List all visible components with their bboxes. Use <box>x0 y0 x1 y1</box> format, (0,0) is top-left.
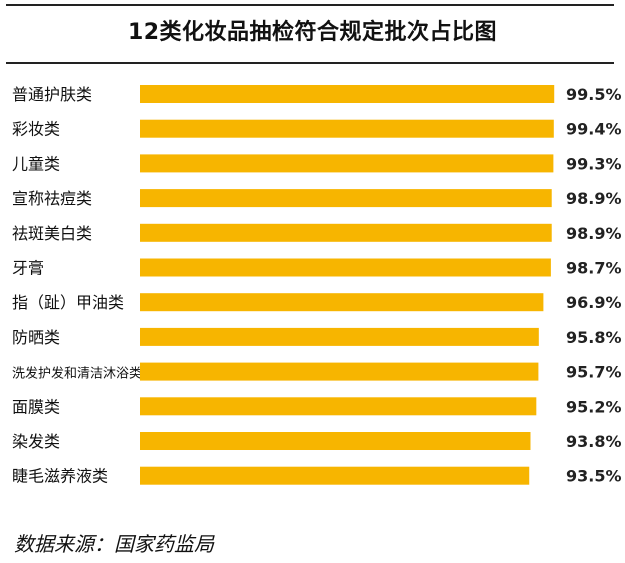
value-label: 93.8% <box>566 432 622 451</box>
value-label: 99.5% <box>566 85 622 104</box>
chart-title: 12类化妆品抽检符合规定批次占比图 <box>127 20 498 45</box>
category-label: 祛斑美白类 <box>12 224 92 243</box>
bar <box>140 293 544 312</box>
bar <box>140 85 555 103</box>
value-label: 99.3% <box>566 154 622 173</box>
bar <box>140 397 537 416</box>
bar <box>140 189 552 208</box>
value-label: 99.4% <box>566 120 622 139</box>
category-label: 防晒类 <box>12 328 60 347</box>
value-label: 98.9% <box>566 189 622 208</box>
category-label: 宣称祛痘类 <box>12 189 92 208</box>
value-label: 95.8% <box>566 328 622 347</box>
value-label: 96.9% <box>566 293 622 312</box>
bar <box>140 258 551 277</box>
title-divider <box>6 62 614 64</box>
bar <box>140 154 554 173</box>
bar <box>140 223 552 242</box>
bar <box>140 327 539 346</box>
category-label: 洗发护发和清洁沐浴类 <box>12 366 142 382</box>
bar <box>140 119 554 138</box>
bar-chart: 普通护肤类 99.5% 彩妆类 99.4% 儿童类 99.3% 宣称祛痘类 98.9% 祛斑美白… <box>12 85 622 486</box>
data-source: 数据来源：国家药监局 <box>14 532 214 556</box>
category-label: 彩妆类 <box>12 120 60 139</box>
bar <box>140 432 531 450</box>
bar <box>140 466 530 485</box>
value-label: 93.5% <box>566 467 622 486</box>
value-label: 98.9% <box>566 224 622 243</box>
category-label: 普通护肤类 <box>12 85 92 104</box>
category-label: 面膜类 <box>12 397 60 416</box>
category-label: 儿童类 <box>12 154 60 173</box>
value-label: 95.7% <box>566 363 622 382</box>
value-label: 98.7% <box>566 259 622 278</box>
category-label: 染发类 <box>12 432 60 451</box>
top-rule <box>6 4 614 6</box>
value-label: 95.2% <box>566 397 622 416</box>
category-label: 牙膏 <box>12 259 44 278</box>
bar <box>140 362 539 381</box>
category-label: 睫毛滋养液类 <box>12 467 108 486</box>
category-label: 指（趾）甲油类 <box>12 293 124 312</box>
